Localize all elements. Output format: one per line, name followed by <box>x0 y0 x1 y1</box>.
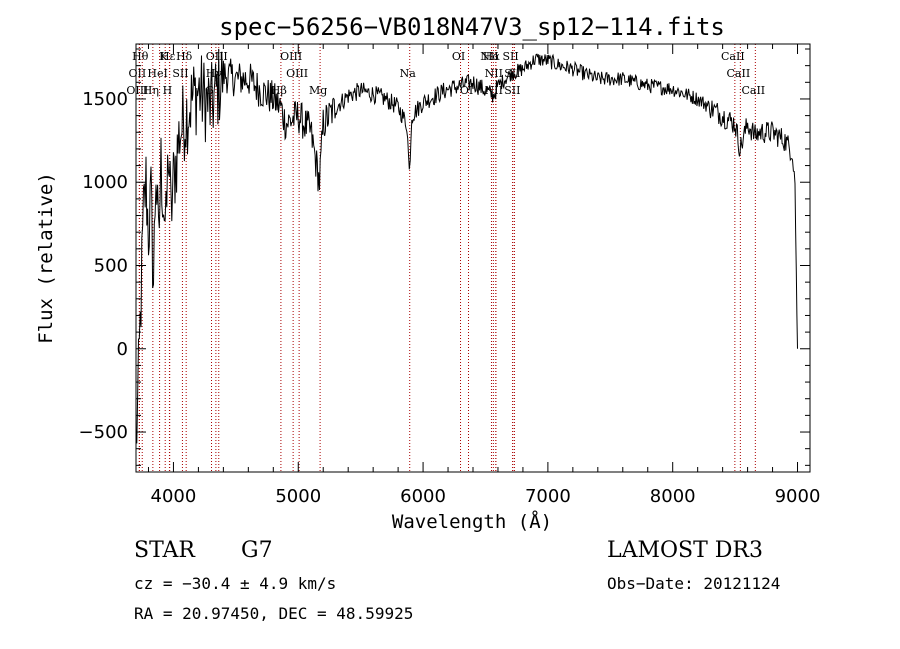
line-marker-label: Hε <box>160 50 176 63</box>
line-marker-label: CaII <box>741 84 765 97</box>
x-tick-label: 6000 <box>400 486 446 507</box>
line-marker-label: HeI <box>147 67 167 80</box>
y-tick-label: 0 <box>117 339 128 360</box>
line-marker-label: Mg <box>309 84 327 97</box>
line-marker-label: NII <box>480 50 498 63</box>
x-tick-label: 5000 <box>275 486 321 507</box>
line-marker-label: OIII <box>286 67 308 80</box>
line-marker-label: H <box>163 84 173 97</box>
x-tick-label: 8000 <box>650 486 696 507</box>
line-marker-label: Hθ <box>132 50 149 63</box>
line-marker-label: SII <box>172 67 188 80</box>
spectrum-line <box>135 48 798 444</box>
line-marker-label: OIII <box>126 84 148 97</box>
line-marker-label: Na <box>400 67 417 80</box>
x-tick-label: 4000 <box>151 486 197 507</box>
y-tick-label: 1000 <box>82 172 128 193</box>
line-marker-label: Hη <box>143 84 159 97</box>
coordinates: RA = 20.97450, DEC = 48.59925 <box>134 604 414 623</box>
line-marker-label: NII <box>485 67 503 80</box>
line-marker-label: OII <box>129 67 147 80</box>
line-marker-label: OI <box>452 50 465 63</box>
object-class: STAR <box>134 538 195 563</box>
line-marker-label: SII <box>502 50 518 63</box>
line-marker-label: Hδ <box>176 50 193 63</box>
line-marker-label: SII <box>504 84 520 97</box>
line-marker-label: CaII <box>721 50 745 63</box>
line-marker-label: Hα <box>483 50 501 63</box>
line-marker-label: CaII <box>727 67 751 80</box>
line-marker-label: OIII <box>280 50 302 63</box>
line-marker-group <box>138 44 756 472</box>
survey-name: LAMOST DR3 <box>607 538 763 563</box>
line-marker-label: K <box>159 50 168 63</box>
x-tick-label: 9000 <box>775 486 821 507</box>
x-axis-label: Wavelength (Å) <box>392 510 552 533</box>
y-tick-label: 1500 <box>82 89 128 110</box>
y-tick-label: 500 <box>94 255 128 276</box>
y-tick-label: −500 <box>79 422 128 443</box>
chart-title: spec−56256−VB018N47V3_sp12−114.fits <box>219 13 725 41</box>
y-tick-labels: −500 0 500 1000 1500 <box>79 89 128 443</box>
x-tick-labels: 4000 5000 6000 7000 8000 9000 <box>151 486 821 507</box>
line-marker-label: Hβ <box>271 84 287 97</box>
x-tick-label: 7000 <box>525 486 571 507</box>
object-subclass: G7 <box>241 538 273 563</box>
y-axis-label: Flux (relative) <box>35 172 57 344</box>
plot-frame <box>135 43 811 473</box>
axis-ticks <box>136 44 810 472</box>
obs-date: Obs−Date: 20121124 <box>607 574 781 593</box>
line-marker-label: OIII <box>206 50 228 63</box>
redshift-cz: cz = −30.4 ± 4.9 km/s <box>134 574 337 593</box>
